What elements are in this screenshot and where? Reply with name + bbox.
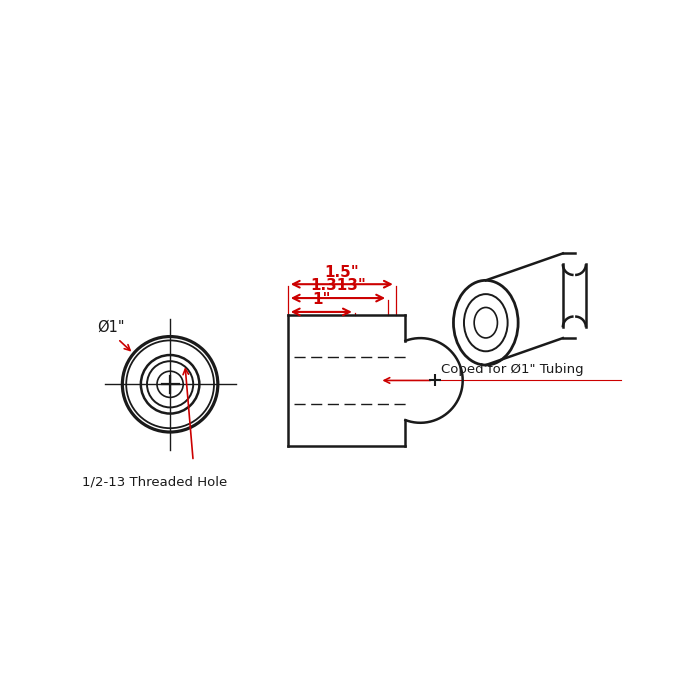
- Text: 1/2-13 Threaded Hole: 1/2-13 Threaded Hole: [82, 475, 228, 488]
- Text: Ø1": Ø1": [97, 320, 125, 335]
- Text: 1.313": 1.313": [310, 279, 366, 293]
- Text: 1": 1": [312, 293, 330, 307]
- Text: Coped for Ø1" Tubing: Coped for Ø1" Tubing: [441, 363, 584, 376]
- Text: 1.5": 1.5": [324, 265, 359, 279]
